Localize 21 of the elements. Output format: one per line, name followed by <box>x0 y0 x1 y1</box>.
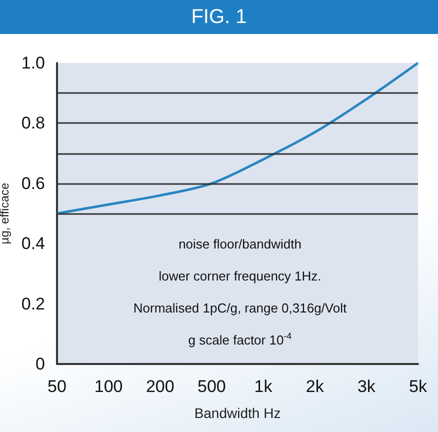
x-tick-label: 200 <box>146 377 174 396</box>
annotation: Normalised 1pC/g, range 0,316g/Volt <box>133 300 347 316</box>
annotation: lower corner frequency 1Hz. <box>158 268 322 284</box>
y-tick-label: 0.4 <box>21 234 45 254</box>
chart-title: FIG. 1 <box>0 0 438 34</box>
y-tick-label: 0.8 <box>21 114 45 133</box>
annotation: noise floor/bandwidth <box>178 236 302 252</box>
x-tick-label: 2k <box>306 377 324 396</box>
line-series <box>56 62 420 215</box>
x-axis-title: Bandwidth Hz <box>194 405 281 421</box>
x-tick-label: 500 <box>198 377 226 396</box>
y-tick-label: 0.6 <box>21 174 45 193</box>
x-tick-label: 100 <box>94 377 123 396</box>
x-tick-label: 50 <box>48 377 66 396</box>
y-tick-label: 0.2 <box>21 294 45 314</box>
x-tick-label: 5k <box>409 377 428 396</box>
x-tick-label: 1k <box>254 377 273 396</box>
y-tick-label: 0 <box>36 354 45 374</box>
x-tick-label: 3k <box>357 377 376 396</box>
y-tick-label: 1.0 <box>21 54 45 72</box>
y-axis-title: µg, efficace <box>0 182 12 244</box>
